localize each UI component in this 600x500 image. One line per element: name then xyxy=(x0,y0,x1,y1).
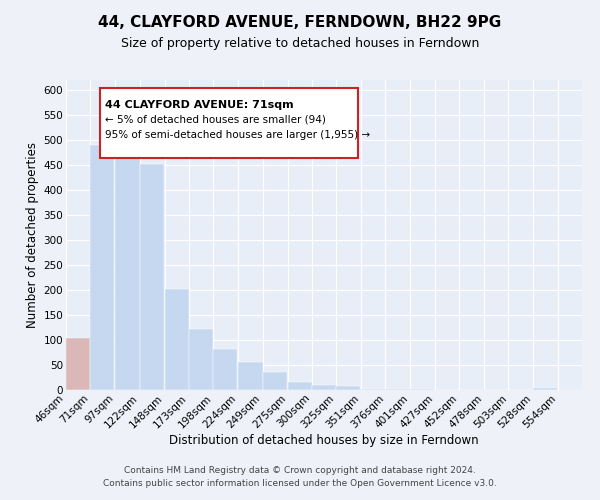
Bar xyxy=(90,145,115,390)
Text: Size of property relative to detached houses in Ferndown: Size of property relative to detached ho… xyxy=(121,38,479,51)
Bar xyxy=(410,389,434,390)
Text: ← 5% of detached houses are smaller (94): ← 5% of detached houses are smaller (94) xyxy=(104,114,326,124)
Bar xyxy=(66,338,90,390)
Bar xyxy=(189,329,213,390)
Text: 44, CLAYFORD AVENUE, FERNDOWN, BH22 9PG: 44, CLAYFORD AVENUE, FERNDOWN, BH22 9PG xyxy=(98,15,502,30)
Bar xyxy=(385,389,410,390)
Text: Contains HM Land Registry data © Crown copyright and database right 2024.
Contai: Contains HM Land Registry data © Crown c… xyxy=(103,466,497,487)
Bar xyxy=(263,372,287,390)
Bar xyxy=(140,164,164,390)
Y-axis label: Number of detached properties: Number of detached properties xyxy=(26,142,40,328)
Bar xyxy=(361,389,385,390)
Bar xyxy=(336,386,361,390)
FancyBboxPatch shape xyxy=(100,88,358,158)
Bar xyxy=(213,348,238,390)
Bar xyxy=(165,289,189,390)
Bar xyxy=(238,362,263,390)
Text: 95% of semi-detached houses are larger (1,955) →: 95% of semi-detached houses are larger (… xyxy=(104,130,370,140)
Text: 44 CLAYFORD AVENUE: 71sqm: 44 CLAYFORD AVENUE: 71sqm xyxy=(104,100,293,110)
Bar xyxy=(533,388,557,390)
Bar xyxy=(115,146,140,390)
Bar xyxy=(287,382,312,390)
X-axis label: Distribution of detached houses by size in Ferndown: Distribution of detached houses by size … xyxy=(169,434,479,447)
Bar xyxy=(312,385,336,390)
